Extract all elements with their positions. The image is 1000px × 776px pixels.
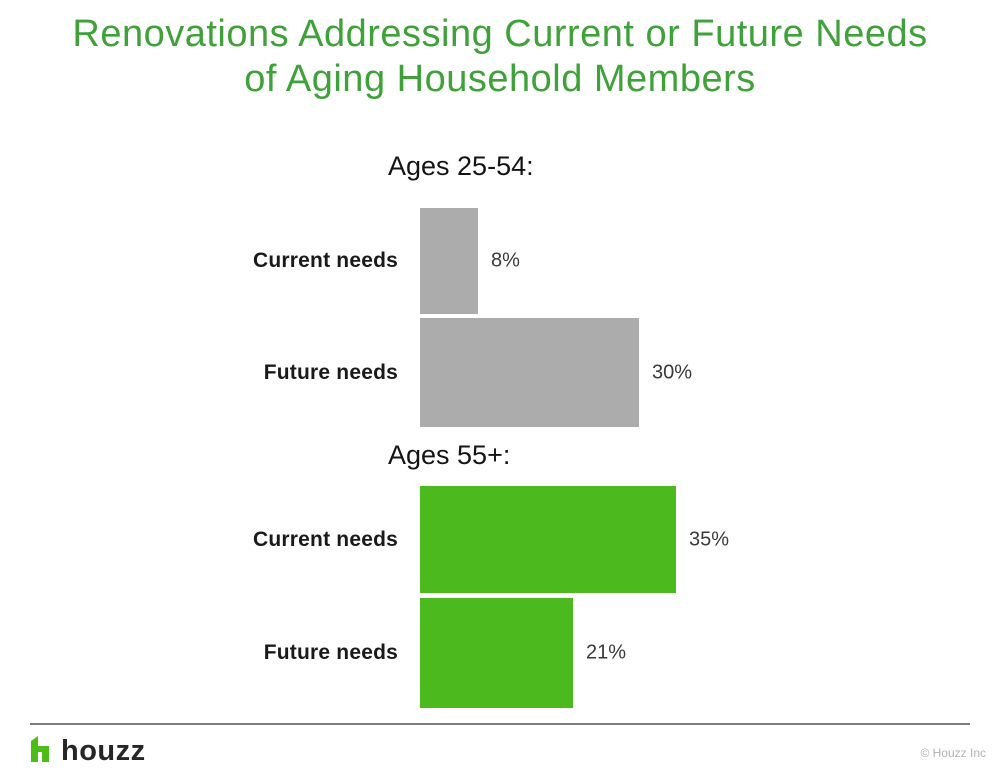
page-title: Renovations Addressing Current or Future… bbox=[0, 12, 1000, 102]
bar-value-label: 8% bbox=[491, 249, 520, 272]
bar-row-55plus-future: Future needs 21% bbox=[0, 598, 1000, 708]
section-heading-ages-25-54: Ages 25-54: bbox=[388, 151, 534, 181]
bar-value-label: 21% bbox=[586, 641, 627, 664]
category-label: Current needs bbox=[253, 249, 398, 272]
houzz-wordmark: houzz bbox=[61, 734, 146, 767]
section-heading-ages-55plus: Ages 55+: bbox=[388, 440, 511, 470]
page-title-line2: of Aging Household Members bbox=[244, 58, 756, 100]
bar-2554-future bbox=[420, 318, 639, 427]
bar-row-2554-future: Future needs 30% bbox=[0, 318, 1000, 427]
bar-2554-current bbox=[420, 208, 478, 314]
houzz-logo: houzz bbox=[28, 733, 146, 768]
bar-55plus-current bbox=[420, 486, 676, 593]
page-title-line1: Renovations Addressing Current or Future… bbox=[72, 13, 928, 55]
category-label: Future needs bbox=[263, 641, 398, 664]
bar-value-label: 30% bbox=[652, 361, 693, 383]
copyright-text: © Houzz Inc bbox=[920, 746, 986, 760]
category-label: Current needs bbox=[253, 527, 398, 551]
bar-row-55plus-current: Current needs 35% bbox=[0, 486, 1000, 593]
category-label: Future needs bbox=[263, 360, 398, 384]
footer-divider bbox=[30, 723, 970, 725]
bar-value-label: 35% bbox=[689, 528, 730, 550]
bar-row-2554-current: Current needs 8% bbox=[0, 208, 1000, 314]
bar-55plus-future bbox=[420, 598, 573, 708]
houzz-h-icon bbox=[28, 733, 52, 768]
